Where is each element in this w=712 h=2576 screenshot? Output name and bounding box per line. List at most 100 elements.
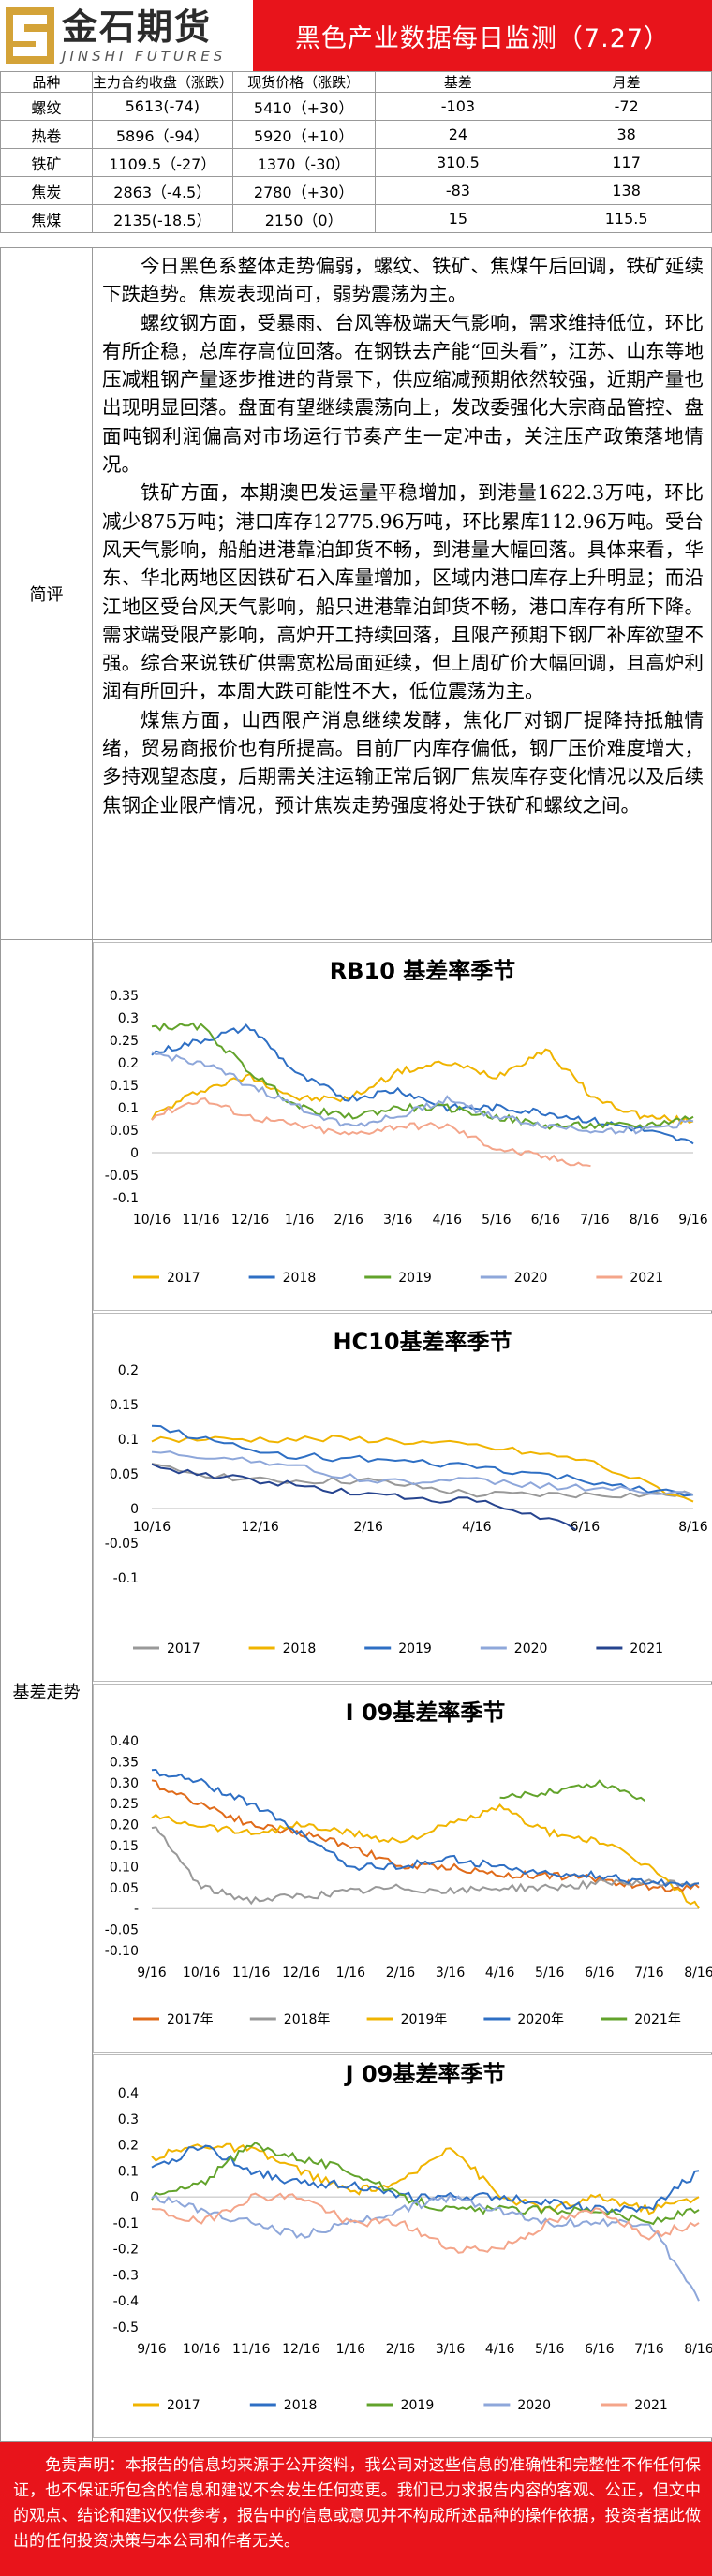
hc10-chart: HC10基差率季节 -0.1 -0.05 0 0.05 0.1 0.15 0.2 10/16 12… [93, 1313, 712, 1682]
chart-title: J 09基差率季节 [344, 2061, 506, 2087]
x-tick-label: 1/16 [336, 2342, 366, 2357]
x-tick-label: 8/16 [684, 1965, 712, 1980]
series-line [151, 1435, 694, 1503]
j09-chart-svg: J 09基差率季节 -0.5 -0.4 -0.3 -0.2 -0.1 0 0.1 0.2 0.3 0… [113, 2061, 712, 2413]
x-tick-label: 4/16 [433, 1213, 463, 1228]
legend-label: 2018 [283, 1641, 317, 1656]
x-tick-label: 10/16 [133, 1213, 171, 1228]
table-cell: -72 [541, 92, 712, 121]
x-tick-label: 6/16 [531, 1213, 561, 1228]
series-line [151, 1826, 700, 1906]
table-cell: 2135(-18.5） [91, 204, 233, 233]
i09-chart: I 09基差率季节 -0.10 -0.05-0.05 0.10 0.15 0.20 0.25… [93, 1684, 712, 2053]
table-cell: -83 [374, 176, 542, 205]
disclaimer: 免责声明：本报告的信息均来源于公开资料，我公司对这些信息的准确性和完整性不作任何… [0, 2442, 712, 2576]
y-tick-label: 0.2 [118, 2139, 139, 2154]
y-tick-label: -0.10 [105, 1944, 139, 1959]
x-tick-label: 1/16 [336, 1965, 366, 1980]
chart-title: RB10 基差率季节 [330, 958, 516, 984]
series-line [151, 1048, 694, 1126]
table-cell: 2780（+30） [231, 176, 376, 205]
series-line [151, 2141, 700, 2226]
x-tick-label: 2/16 [353, 1520, 383, 1535]
report-header: 金石期货 JINSHI FUTURES 黑色产业数据每日监测（7.27） [0, 0, 712, 71]
x-tick-label: 3/16 [383, 1213, 413, 1228]
table-cell: 铁矿 [0, 148, 93, 177]
commentary-paragraph: 今日黑色系整体走势偏弱，螺纹、铁矿、焦煤午后回调，铁矿延续下跌趋势。焦炭表现尚可… [102, 255, 704, 306]
table-cell: 2150（0） [231, 204, 376, 233]
legend-label: 2017 [167, 1641, 200, 1656]
y-tick-label: -0.1 [113, 1191, 139, 1206]
y-tick-label: -0.05 [105, 1169, 139, 1184]
y-tick-label: 0 [130, 1502, 139, 1517]
commentary-section: 简评 今日黑色系整体走势偏弱，螺纹、铁矿、焦煤午后回调，铁矿延续下跌趋势。焦炭表… [0, 247, 712, 940]
x-tick-label: 4/16 [485, 2342, 515, 2357]
table-cell: 24 [374, 120, 542, 149]
x-tick-label: 9/16 [137, 1965, 167, 1980]
y-tick-label: 0.30 [110, 1776, 139, 1791]
table-cell: 1370（-30） [231, 148, 376, 177]
x-tick-label: 8/16 [678, 1520, 708, 1535]
x-tick-label: 5/16 [535, 1965, 565, 1980]
legend-label: 2018年 [284, 2012, 331, 2027]
y-tick-label: 0.2 [118, 1056, 139, 1071]
x-tick-label: 5/16 [482, 1213, 512, 1228]
series-line [151, 2144, 700, 2214]
series-line [151, 1803, 700, 1909]
y-tick-label: -0.5 [113, 2320, 139, 2335]
table-cell: 15 [374, 204, 542, 233]
x-tick-label: 4/16 [485, 1965, 515, 1980]
y-tick-label: 0.05 [110, 1124, 139, 1139]
y-tick-label: 0.1 [118, 1433, 139, 1448]
table-cell: 5920（+10） [231, 120, 376, 149]
commentary-text: 今日黑色系整体走势偏弱，螺纹、铁矿、焦煤午后回调，铁矿延续下跌趋势。焦炭表现尚可… [93, 248, 711, 939]
series-line [151, 1779, 700, 1892]
legend-label: 2020 [514, 1271, 548, 1286]
y-tick-label: 0.20 [110, 1818, 139, 1833]
basis-label: 基差走势 [1, 940, 93, 2441]
x-tick-label: 9/16 [678, 1213, 708, 1228]
y-tick-label: 0.1 [118, 1101, 139, 1116]
legend-label: 2021年 [634, 2012, 681, 2027]
x-tick-label: 12/16 [231, 1213, 269, 1228]
series-line [152, 1098, 595, 1166]
x-tick-label: 11/16 [232, 1965, 270, 1980]
x-tick-label: 2/16 [386, 2342, 416, 2357]
table-cell: 热卷 [0, 120, 93, 149]
series-line [151, 1768, 700, 1888]
x-tick-label: 12/16 [282, 1965, 319, 1980]
table-cell: 38 [541, 120, 712, 149]
y-tick-label: 0.40 [110, 1734, 139, 1749]
series-line [151, 2193, 700, 2302]
y-tick-label: 0.35 [110, 989, 139, 1004]
y-tick-label: -0.2 [113, 2243, 139, 2258]
y-tick-label: 0.05 [110, 1881, 139, 1896]
y-tick-label: 0.2 [118, 1363, 139, 1378]
y-tick-label: 0.25 [110, 1034, 139, 1049]
y-tick-label: 0.3 [118, 1011, 139, 1026]
charts-column: RB10 基差率季节 -0.1 -0.05 0 0.05 0.1 0.15 0.2 0.25 0.… [93, 940, 712, 2441]
x-tick-label: 2/16 [334, 1213, 363, 1228]
x-tick-label: 12/16 [241, 1520, 278, 1535]
column-header: 主力合约收盘（涨跌） [91, 71, 233, 93]
series-line [151, 1023, 694, 1145]
column-header: 品种 [0, 71, 93, 93]
table-row: 焦炭 2863（-4.5） 2780（+30） -83 138 [0, 176, 712, 205]
x-tick-label: 1/16 [285, 1213, 315, 1228]
column-header: 基差 [374, 71, 542, 93]
legend-label: 2020 [514, 1641, 548, 1656]
rb10-chart: RB10 基差率季节 -0.1 -0.05 0 0.05 0.1 0.15 0.2 0.25 0.… [93, 942, 712, 1311]
series-line [151, 1450, 694, 1496]
table-cell: 138 [541, 176, 712, 205]
legend-label: 2019年 [401, 2012, 448, 2027]
y-tick-label: 0.1 [118, 2164, 139, 2179]
rb10-chart-svg: RB10 基差率季节 -0.1 -0.05 0 0.05 0.1 0.15 0.2 0.25 0.… [105, 958, 708, 1286]
y-tick-label: 0.35 [110, 1755, 139, 1770]
series-line [151, 1424, 694, 1497]
x-tick-label: 12/16 [282, 2342, 319, 2357]
table-cell: -103 [374, 92, 542, 121]
x-tick-label: 4/16 [462, 1520, 492, 1535]
x-tick-label: 8/16 [630, 1213, 660, 1228]
series-line [151, 2192, 700, 2254]
table-cell: 焦煤 [0, 204, 93, 233]
